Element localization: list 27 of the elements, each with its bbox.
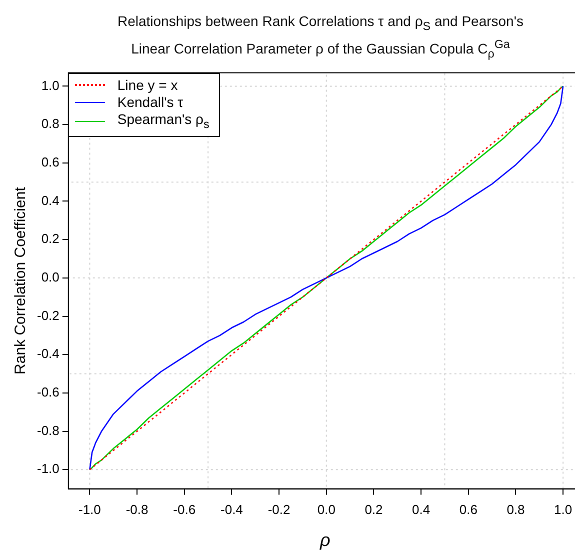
y-tick-label: 0.8 xyxy=(41,116,60,132)
y-tick-label: -0.2 xyxy=(36,308,60,323)
x-tick-label: 0.8 xyxy=(506,502,525,518)
legend-label: Line y = x xyxy=(117,76,178,94)
x-tick-label: -0.4 xyxy=(220,502,243,518)
x-tick-label: -0.8 xyxy=(126,502,148,518)
x-tick-label: 0.0 xyxy=(317,502,336,518)
x-tick-label: -0.2 xyxy=(268,502,290,518)
y-axis-title: Rank Correlation Coefficient xyxy=(12,186,30,374)
legend-label: Kendall's τ xyxy=(117,94,184,111)
x-tick-label: 1.0 xyxy=(554,502,572,518)
x-tick-label: -0.6 xyxy=(173,502,196,518)
legend-label: Spearman's ρ$_{s}$ xyxy=(117,110,210,133)
y-tick-label: -0.4 xyxy=(36,346,60,362)
y-tick-label: 1.0 xyxy=(41,78,60,93)
y-tick-label: -1.0 xyxy=(36,461,60,476)
y-tick-label: -0.6 xyxy=(36,384,60,400)
y-tick-label: -0.8 xyxy=(36,422,60,438)
y-tick-label: 0.4 xyxy=(41,192,60,208)
y-tick-label: 0.0 xyxy=(41,270,60,285)
x-axis-title: ρ xyxy=(319,530,330,550)
x-tick-label: 0.4 xyxy=(412,502,430,518)
y-tick-label: 0.6 xyxy=(41,154,60,170)
y-tick-label: 0.2 xyxy=(41,231,60,246)
x-tick-label: 0.6 xyxy=(459,502,478,518)
x-tick-label: 0.2 xyxy=(364,502,383,518)
x-tick-label: -1.0 xyxy=(78,502,101,518)
